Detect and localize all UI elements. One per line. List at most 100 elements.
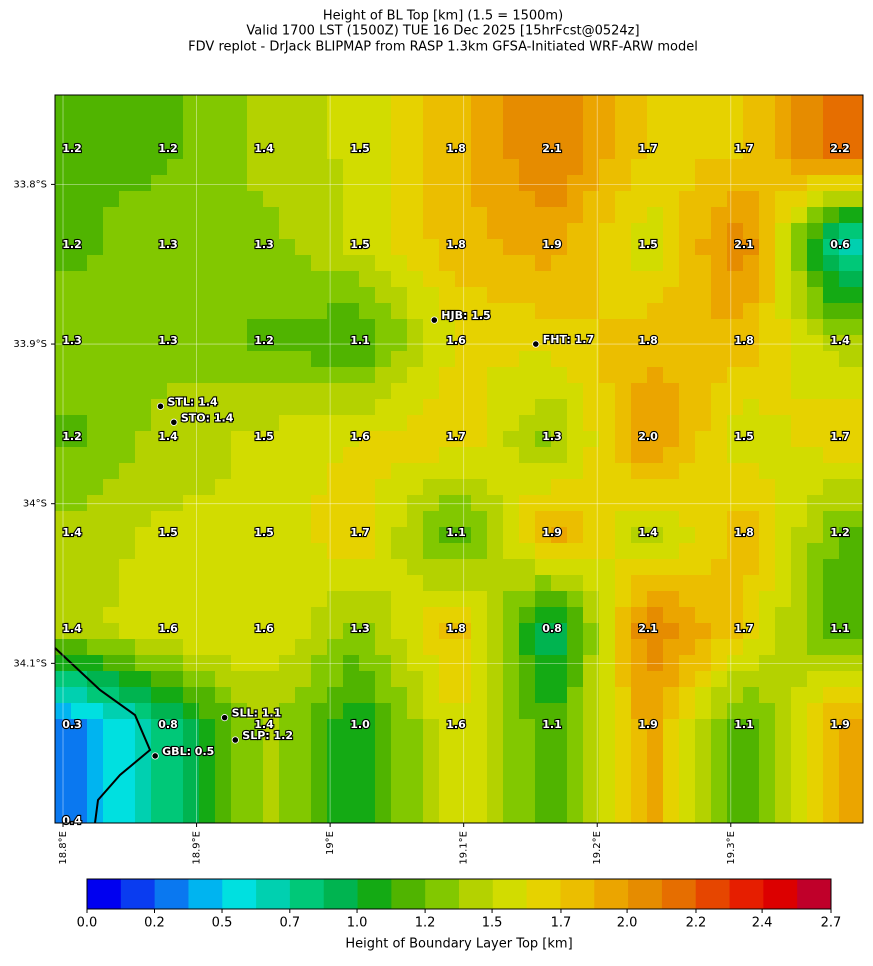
field-cell	[519, 783, 536, 800]
field-cell	[615, 815, 632, 824]
field-cell	[407, 351, 424, 368]
field-cell	[647, 495, 664, 512]
field-cell	[743, 159, 760, 176]
field-cell	[103, 447, 120, 464]
field-cell	[103, 399, 120, 416]
field-cell	[471, 367, 488, 384]
grid-value-label: 1.7	[830, 430, 850, 443]
field-cell	[439, 575, 456, 592]
field-cell	[519, 559, 536, 576]
station-label: STL: 1.4	[168, 395, 218, 408]
field-cell	[663, 351, 680, 368]
y-tick-label: 34.1°S	[13, 658, 47, 669]
field-cell	[711, 751, 728, 768]
field-cell	[567, 143, 584, 160]
field-cell	[167, 591, 184, 608]
field-cell	[647, 527, 664, 544]
field-cell	[503, 799, 520, 816]
field-cell	[375, 687, 392, 704]
field-cell	[599, 207, 616, 224]
colorbar-segment	[526, 879, 561, 909]
field-cell	[119, 639, 136, 656]
field-cell	[327, 383, 344, 400]
field-cell	[599, 239, 616, 256]
field-cell	[519, 191, 536, 208]
field-cell	[647, 143, 664, 160]
field-cell	[567, 127, 584, 144]
field-cell	[199, 575, 216, 592]
field-cell	[343, 95, 360, 112]
field-cell	[583, 591, 600, 608]
field-cell	[647, 815, 664, 824]
field-cell	[263, 639, 280, 656]
field-cell	[759, 159, 776, 176]
field-cell	[695, 463, 712, 480]
field-cell	[839, 783, 856, 800]
field-cell	[839, 463, 856, 480]
field-cell	[119, 143, 136, 160]
field-cell	[135, 463, 152, 480]
field-cell	[599, 191, 616, 208]
field-cell	[407, 319, 424, 336]
field-cell	[343, 399, 360, 416]
field-cell	[583, 639, 600, 656]
field-cell	[167, 223, 184, 240]
field-cell	[103, 799, 120, 816]
field-cell	[231, 511, 248, 528]
field-cell	[535, 751, 552, 768]
field-cell	[759, 639, 776, 656]
field-cell	[839, 95, 856, 112]
field-cell	[423, 335, 440, 352]
field-cell	[439, 607, 456, 624]
field-cell	[583, 303, 600, 320]
field-cell	[791, 95, 808, 112]
station-marker	[231, 736, 239, 744]
field-cell	[743, 207, 760, 224]
field-cell	[391, 351, 408, 368]
field-cell	[263, 447, 280, 464]
field-cell	[791, 463, 808, 480]
field-cell	[167, 719, 184, 736]
field-cell	[743, 415, 760, 432]
field-cell	[167, 399, 184, 416]
field-cell	[135, 351, 152, 368]
field-cell	[199, 303, 216, 320]
field-cell	[535, 239, 552, 256]
field-cell	[311, 351, 328, 368]
field-cell	[599, 767, 616, 784]
field-cell	[407, 703, 424, 720]
field-cell	[151, 287, 168, 304]
field-cell	[103, 783, 120, 800]
field-cell	[615, 335, 632, 352]
field-cell	[615, 751, 632, 768]
field-cell	[503, 303, 520, 320]
field-cell	[135, 335, 152, 352]
field-cell	[359, 255, 376, 272]
field-cell	[327, 447, 344, 464]
field-cell	[743, 463, 760, 480]
field-cell	[247, 591, 264, 608]
field-cell	[487, 687, 504, 704]
field-cell	[71, 751, 88, 768]
field-cell	[263, 591, 280, 608]
field-cell	[183, 111, 200, 128]
field-cell	[535, 335, 552, 352]
grid-value-label: 0.4	[62, 814, 82, 827]
field-cell	[343, 111, 360, 128]
field-cell	[167, 319, 184, 336]
field-cell	[727, 255, 744, 272]
field-cell	[279, 767, 296, 784]
field-cell	[215, 255, 232, 272]
field-cell	[471, 463, 488, 480]
field-cell	[375, 559, 392, 576]
field-cell	[119, 447, 136, 464]
field-cell	[727, 751, 744, 768]
field-cell	[215, 367, 232, 384]
field-cell	[151, 559, 168, 576]
field-cell	[551, 479, 568, 496]
field-cell	[487, 623, 504, 640]
field-cell	[423, 95, 440, 112]
field-cell	[471, 399, 488, 416]
field-cell	[407, 783, 424, 800]
field-cell	[359, 527, 376, 544]
